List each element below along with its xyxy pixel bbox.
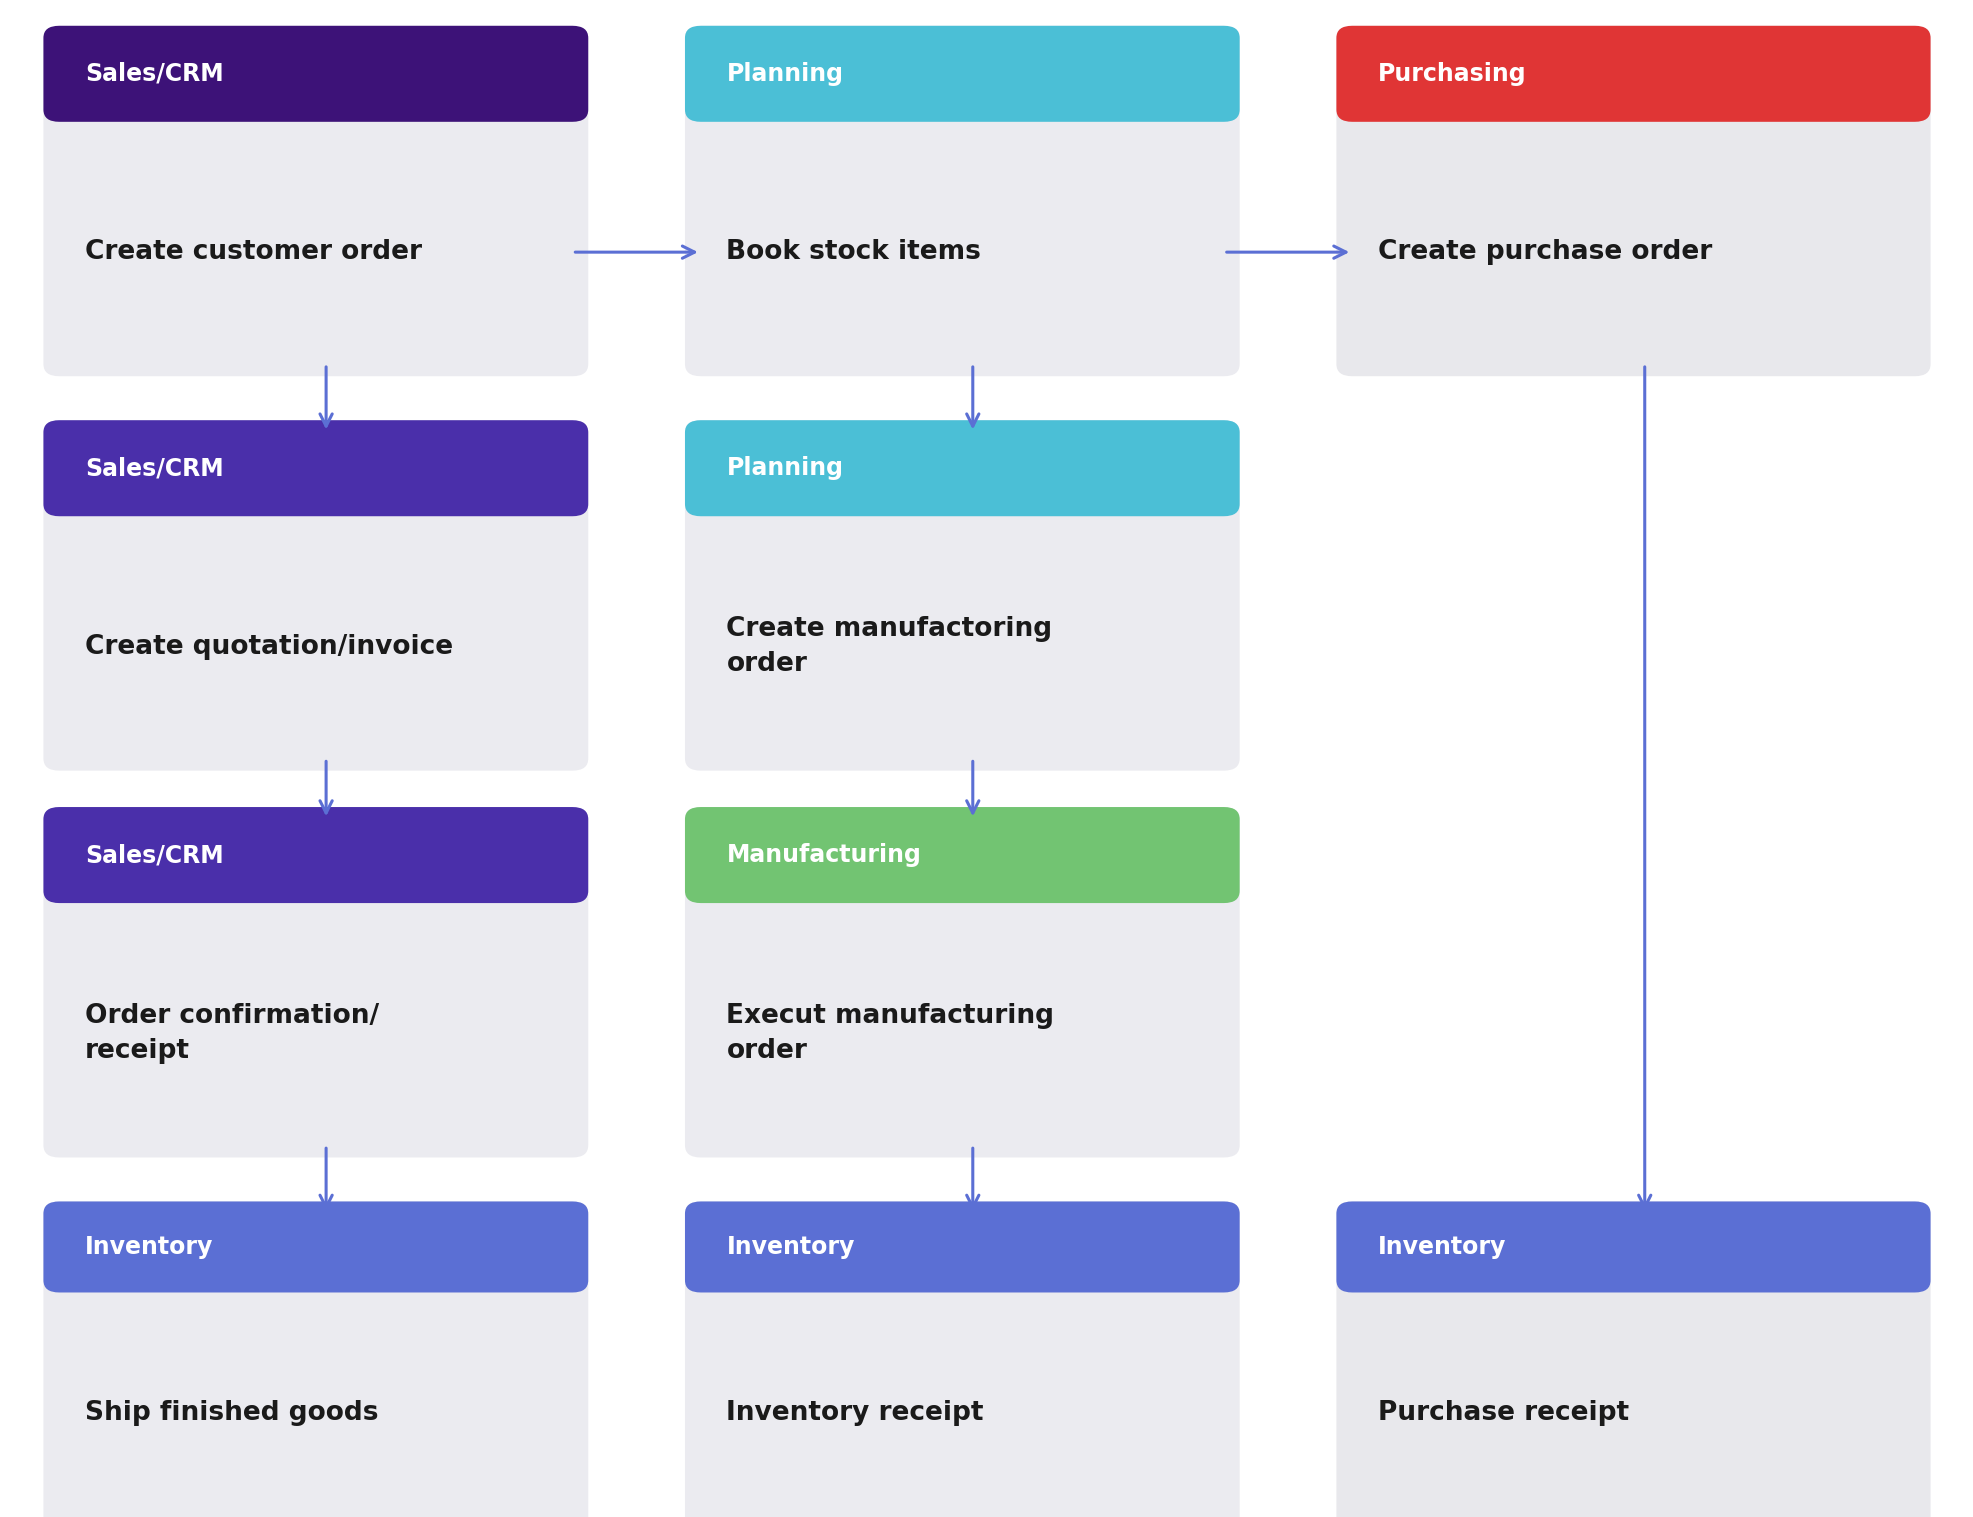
FancyBboxPatch shape (43, 1201, 588, 1517)
FancyBboxPatch shape (1336, 26, 1930, 376)
Text: Sales/CRM: Sales/CRM (85, 843, 223, 868)
Bar (1352, 77, 1914, 109)
FancyBboxPatch shape (1336, 1201, 1930, 1292)
Bar (59, 472, 572, 504)
Text: Inventory: Inventory (726, 1235, 854, 1259)
FancyBboxPatch shape (685, 420, 1239, 771)
Text: Purchasing: Purchasing (1377, 62, 1525, 86)
Text: Inventory: Inventory (1377, 1235, 1505, 1259)
FancyBboxPatch shape (685, 420, 1239, 516)
Bar (700, 77, 1223, 109)
FancyBboxPatch shape (685, 26, 1239, 376)
Bar (59, 1250, 572, 1280)
FancyBboxPatch shape (1336, 1201, 1930, 1517)
Text: Ship finished goods: Ship finished goods (85, 1400, 379, 1426)
Text: Sales/CRM: Sales/CRM (85, 457, 223, 481)
FancyBboxPatch shape (43, 26, 588, 376)
Text: Planning: Planning (726, 62, 842, 86)
Text: Inventory receipt: Inventory receipt (726, 1400, 983, 1426)
FancyBboxPatch shape (43, 807, 588, 903)
Text: Sales/CRM: Sales/CRM (85, 62, 223, 86)
Bar (700, 1250, 1223, 1280)
Bar (1352, 1250, 1914, 1280)
Bar (700, 859, 1223, 890)
FancyBboxPatch shape (43, 420, 588, 771)
Text: Inventory: Inventory (85, 1235, 213, 1259)
Text: Execut manufacturing
order: Execut manufacturing order (726, 1003, 1054, 1063)
Text: Book stock items: Book stock items (726, 240, 981, 265)
FancyBboxPatch shape (43, 807, 588, 1157)
Text: Planning: Planning (726, 457, 842, 481)
FancyBboxPatch shape (685, 807, 1239, 903)
FancyBboxPatch shape (685, 26, 1239, 121)
FancyBboxPatch shape (43, 420, 588, 516)
Bar (700, 472, 1223, 504)
Text: Create quotation/invoice: Create quotation/invoice (85, 634, 452, 660)
Text: Purchase receipt: Purchase receipt (1377, 1400, 1628, 1426)
FancyBboxPatch shape (1336, 26, 1930, 121)
FancyBboxPatch shape (43, 1201, 588, 1292)
Text: Manufacturing: Manufacturing (726, 843, 921, 868)
Text: Create manufactoring
order: Create manufactoring order (726, 616, 1052, 677)
Text: Create customer order: Create customer order (85, 240, 422, 265)
FancyBboxPatch shape (43, 26, 588, 121)
Bar (59, 859, 572, 890)
Text: Order confirmation/
receipt: Order confirmation/ receipt (85, 1003, 379, 1063)
FancyBboxPatch shape (685, 1201, 1239, 1292)
FancyBboxPatch shape (685, 807, 1239, 1157)
Text: Create purchase order: Create purchase order (1377, 240, 1711, 265)
FancyBboxPatch shape (685, 1201, 1239, 1517)
Bar (59, 77, 572, 109)
